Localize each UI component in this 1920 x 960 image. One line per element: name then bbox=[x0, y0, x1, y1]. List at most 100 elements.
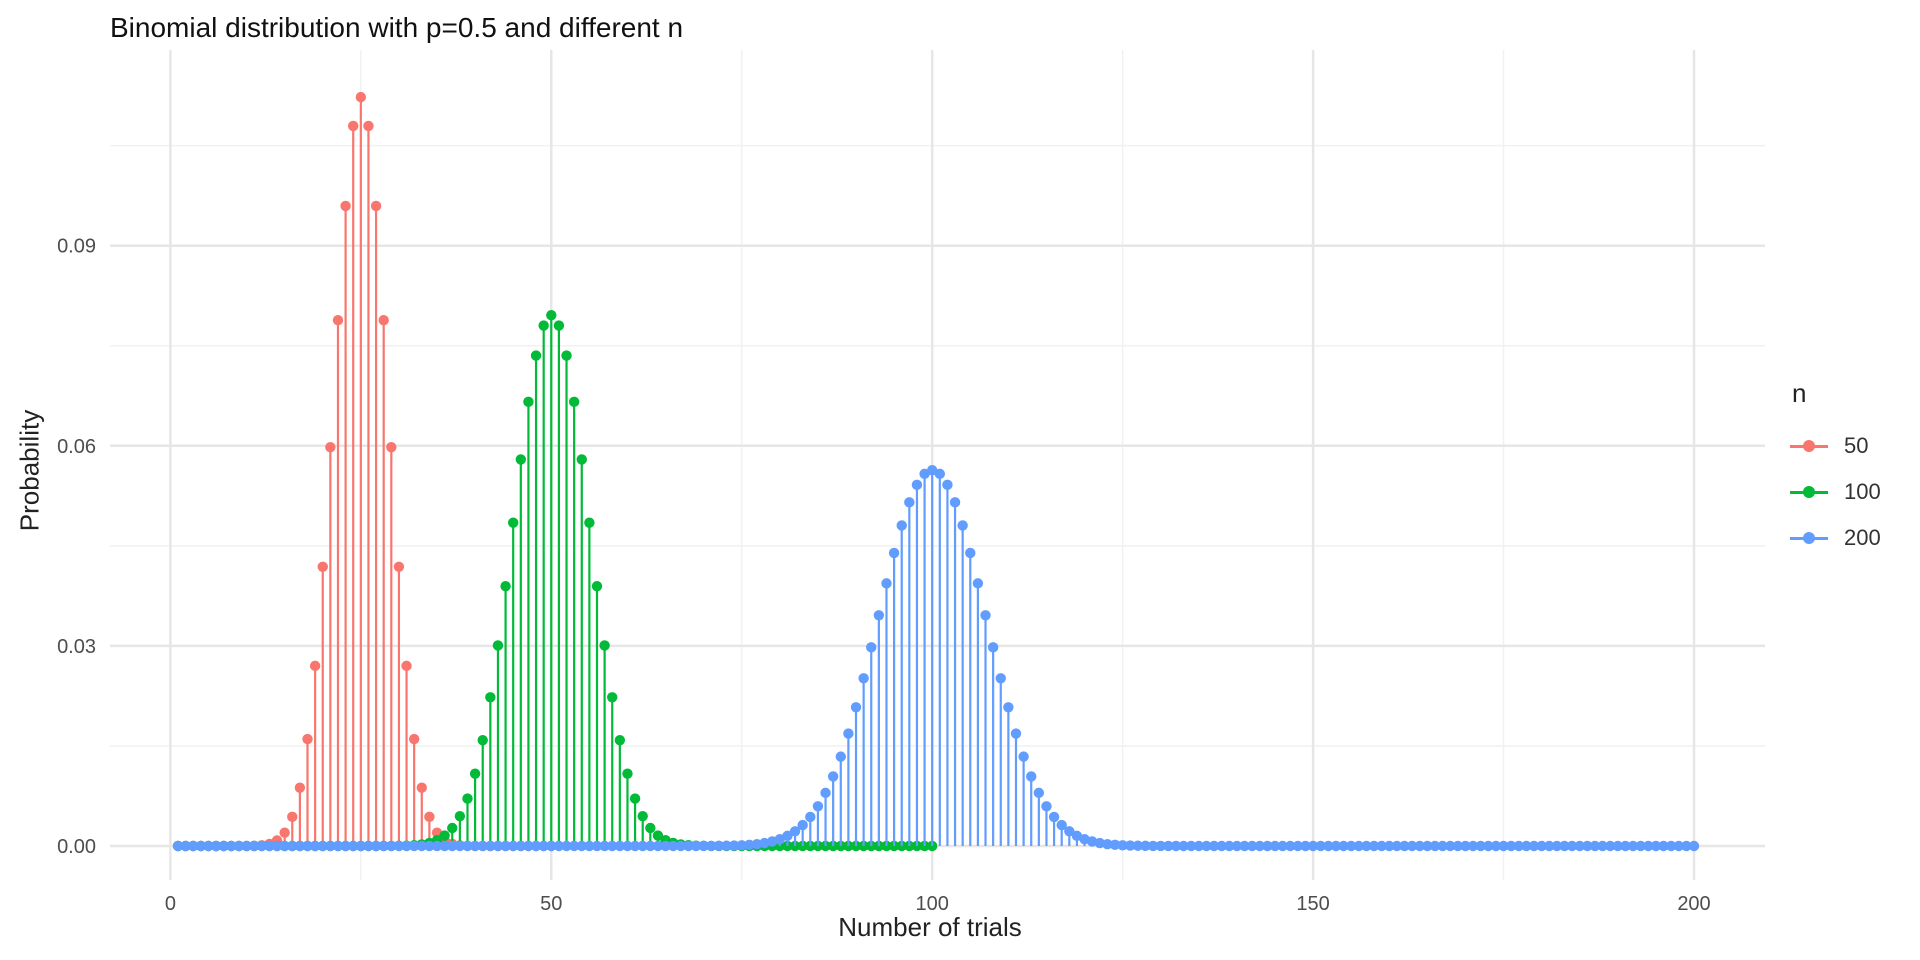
point-200 bbox=[584, 840, 595, 852]
point-200 bbox=[1353, 840, 1365, 852]
point-200 bbox=[1498, 840, 1509, 852]
point-200 bbox=[965, 547, 976, 559]
point-200 bbox=[1033, 787, 1045, 799]
point-200 bbox=[675, 840, 686, 852]
point-200 bbox=[1597, 840, 1608, 852]
point-200 bbox=[1376, 840, 1387, 852]
point-100 bbox=[614, 734, 626, 746]
point-200 bbox=[576, 840, 587, 852]
point-100 bbox=[462, 793, 473, 804]
point-200 bbox=[1643, 840, 1654, 852]
point-200 bbox=[1414, 840, 1425, 852]
point-200 bbox=[1658, 840, 1669, 852]
point-200 bbox=[1201, 840, 1212, 852]
point-200 bbox=[1323, 840, 1334, 852]
point-200 bbox=[1307, 840, 1319, 852]
point-200 bbox=[1627, 840, 1639, 852]
point-200 bbox=[1475, 840, 1486, 852]
chart-title: Binomial distribution with p=0.5 and dif… bbox=[110, 12, 684, 43]
point-200 bbox=[1132, 840, 1144, 851]
point-200 bbox=[1186, 840, 1197, 852]
point-200 bbox=[1193, 840, 1205, 852]
point-200 bbox=[424, 840, 435, 852]
point-200 bbox=[1368, 840, 1380, 852]
point-200 bbox=[1292, 840, 1304, 852]
point-200 bbox=[561, 840, 572, 852]
point-200 bbox=[408, 840, 420, 852]
point-200 bbox=[203, 840, 214, 852]
point-200 bbox=[1338, 840, 1349, 852]
legend-key bbox=[1790, 482, 1828, 502]
point-200 bbox=[264, 840, 275, 852]
x-tick-label: 150 bbox=[1296, 893, 1329, 915]
point-100 bbox=[553, 320, 565, 331]
point-50 bbox=[424, 811, 435, 823]
point-200 bbox=[431, 840, 443, 852]
point-50 bbox=[378, 315, 389, 326]
point-100 bbox=[546, 309, 557, 321]
point-200 bbox=[690, 840, 702, 852]
point-200 bbox=[1528, 840, 1540, 852]
point-200 bbox=[1330, 840, 1342, 852]
y-tick-label: 0.00 bbox=[57, 836, 96, 858]
point-200 bbox=[1102, 838, 1113, 850]
point-200 bbox=[736, 840, 747, 851]
point-200 bbox=[1551, 840, 1563, 852]
point-200 bbox=[972, 578, 984, 589]
point-200 bbox=[1612, 840, 1624, 852]
point-200 bbox=[652, 840, 664, 852]
point-200 bbox=[888, 547, 900, 559]
point-50 bbox=[279, 827, 290, 838]
legend-label: 100 bbox=[1844, 479, 1881, 504]
point-200 bbox=[1384, 840, 1395, 852]
series-n-200 bbox=[172, 464, 1700, 852]
point-200 bbox=[599, 840, 610, 852]
point-200 bbox=[1109, 839, 1121, 851]
point-200 bbox=[637, 840, 648, 852]
point-200 bbox=[309, 840, 321, 852]
point-200 bbox=[1521, 840, 1532, 852]
point-100 bbox=[645, 822, 656, 834]
point-50 bbox=[393, 561, 405, 572]
point-200 bbox=[1064, 826, 1075, 837]
point-200 bbox=[805, 811, 816, 823]
point-200 bbox=[1673, 840, 1684, 852]
point-200 bbox=[614, 840, 626, 852]
point-200 bbox=[706, 840, 717, 852]
point-200 bbox=[271, 840, 283, 852]
point-50 bbox=[408, 733, 420, 745]
point-200 bbox=[1574, 840, 1585, 852]
point-100 bbox=[500, 580, 511, 592]
point-200 bbox=[1559, 840, 1570, 852]
grid-lines bbox=[110, 50, 1765, 880]
legend-key bbox=[1790, 528, 1828, 548]
point-200 bbox=[1460, 840, 1471, 852]
point-200 bbox=[378, 840, 389, 852]
point-200 bbox=[507, 840, 519, 852]
point-200 bbox=[279, 840, 290, 852]
point-200 bbox=[713, 840, 725, 852]
point-200 bbox=[1536, 840, 1547, 852]
point-200 bbox=[782, 830, 793, 842]
point-100 bbox=[568, 396, 580, 408]
point-100 bbox=[485, 692, 496, 703]
point-100 bbox=[538, 320, 549, 331]
point-200 bbox=[797, 819, 808, 831]
point-200 bbox=[1155, 840, 1166, 852]
point-200 bbox=[987, 642, 999, 653]
y-axis-ticks: 0.00 0.03 0.06 0.09 bbox=[57, 236, 96, 858]
point-200 bbox=[1681, 840, 1692, 852]
point-50 bbox=[370, 200, 382, 212]
point-100 bbox=[652, 830, 664, 841]
x-tick-label: 200 bbox=[1677, 893, 1710, 915]
point-200 bbox=[949, 497, 961, 508]
y-tick-label: 0.03 bbox=[57, 636, 96, 658]
point-200 bbox=[1422, 840, 1433, 852]
point-200 bbox=[462, 840, 473, 852]
point-200 bbox=[317, 840, 328, 852]
point-200 bbox=[629, 840, 641, 852]
point-50 bbox=[416, 782, 427, 793]
point-100 bbox=[447, 822, 458, 834]
point-200 bbox=[454, 840, 466, 852]
point-200 bbox=[1300, 840, 1311, 852]
